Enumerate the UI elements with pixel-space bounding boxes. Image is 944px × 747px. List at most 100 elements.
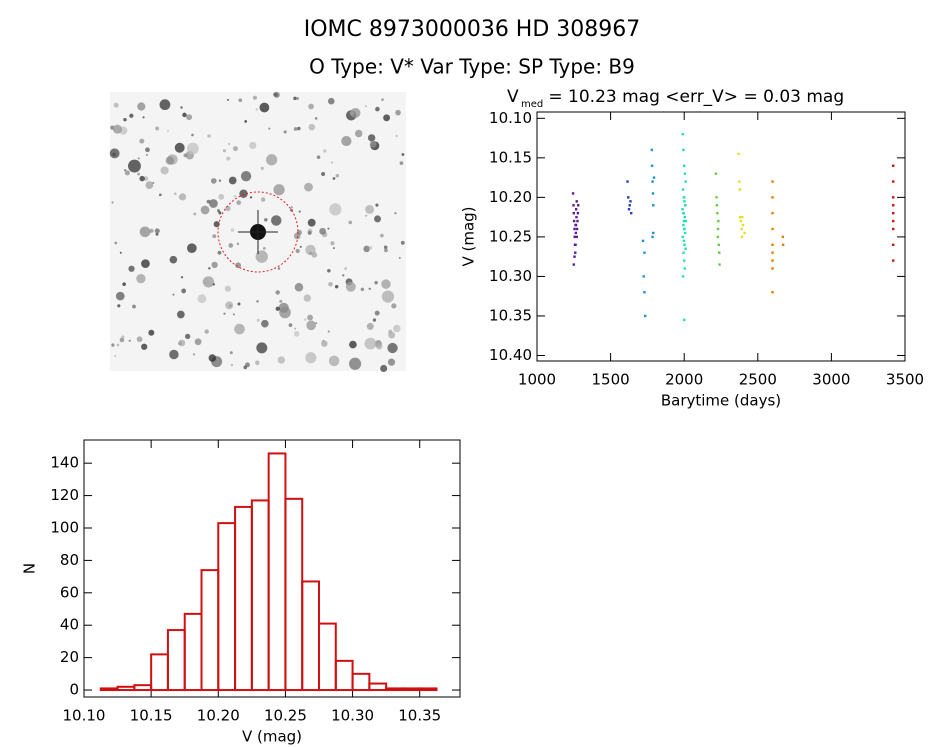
star: [374, 215, 382, 223]
star: [213, 221, 220, 228]
star: [369, 140, 377, 148]
data-point: [892, 259, 895, 262]
data-point: [574, 231, 578, 235]
star: [217, 209, 220, 212]
data-point: [771, 180, 774, 183]
histogram-bar: [133, 684, 153, 692]
star: [197, 294, 207, 304]
star: [304, 182, 313, 192]
star: [387, 358, 396, 366]
star: [234, 195, 237, 198]
data-point: [718, 251, 721, 254]
star: [225, 205, 231, 212]
data-point: [771, 243, 774, 246]
star: [350, 107, 361, 119]
y-axis-label: V (mag): [460, 206, 478, 266]
star: [290, 205, 293, 209]
star: [160, 166, 169, 175]
star: [256, 318, 260, 322]
star: [204, 329, 209, 334]
star: [149, 228, 154, 233]
data-point: [626, 180, 629, 183]
data-point: [740, 235, 744, 239]
star: [176, 310, 185, 319]
data-point: [683, 215, 686, 219]
data-point: [892, 196, 895, 199]
star: [401, 153, 405, 156]
sky-image: [109, 91, 406, 373]
star: [293, 96, 297, 101]
star: [327, 97, 335, 105]
star: [372, 318, 377, 322]
star: [283, 130, 287, 134]
star: [114, 241, 118, 245]
star: [315, 322, 318, 325]
star: [329, 203, 342, 216]
star: [388, 329, 393, 335]
star: [349, 340, 357, 349]
star: [200, 205, 210, 215]
data-point: [571, 192, 575, 195]
star: [186, 142, 199, 155]
data-point: [683, 196, 686, 199]
data-point: [573, 235, 576, 239]
star: [218, 211, 222, 215]
data-point: [572, 263, 575, 266]
star: [178, 194, 183, 199]
star: [174, 192, 177, 196]
data-point: [683, 164, 686, 167]
star: [111, 343, 115, 347]
star: [142, 116, 145, 119]
star: [223, 312, 226, 315]
y-tick-label: 10.10: [489, 109, 532, 127]
data-point: [575, 235, 578, 239]
star: [368, 287, 371, 290]
star: [234, 323, 245, 335]
data-point: [781, 235, 785, 239]
star: [305, 352, 317, 364]
star: [335, 174, 340, 178]
y-tick-label: 10.40: [489, 346, 532, 364]
star: [348, 220, 353, 225]
data-point: [574, 251, 577, 254]
data-point: [574, 243, 577, 246]
star: [275, 306, 280, 311]
star: [271, 215, 282, 226]
x-tick-label: 10.15: [130, 707, 173, 725]
star: [384, 248, 388, 253]
data-point: [682, 211, 685, 215]
y-tick-label: 10.30: [489, 267, 532, 285]
data-point: [627, 196, 630, 199]
data-point: [628, 204, 631, 207]
star: [307, 231, 312, 235]
star: [380, 233, 384, 238]
y-axis-label: N: [21, 563, 39, 574]
data-point: [682, 223, 685, 227]
data-point: [681, 235, 684, 239]
data-point: [716, 227, 720, 231]
star: [307, 218, 316, 227]
data-point: [781, 243, 785, 246]
star: [273, 91, 280, 98]
star: [174, 142, 185, 153]
histogram-bar: [418, 687, 438, 692]
star: [376, 343, 383, 350]
star: [137, 172, 141, 176]
x-axis-label: V (mag): [242, 728, 302, 746]
histogram-bar: [318, 622, 337, 692]
histogram-bar: [334, 659, 354, 692]
star: [128, 339, 131, 342]
data-point: [642, 275, 645, 278]
data-point: [650, 164, 654, 167]
scatter-title: V: [507, 87, 519, 107]
histogram-bar: [284, 497, 304, 692]
histogram-bar: [200, 569, 220, 692]
y-tick-label: 60: [60, 583, 79, 601]
data-point: [643, 251, 646, 254]
star: [181, 288, 187, 294]
star: [202, 278, 210, 285]
data-point: [684, 219, 688, 223]
star: [342, 274, 345, 277]
star: [115, 291, 125, 301]
data-point: [737, 152, 740, 156]
